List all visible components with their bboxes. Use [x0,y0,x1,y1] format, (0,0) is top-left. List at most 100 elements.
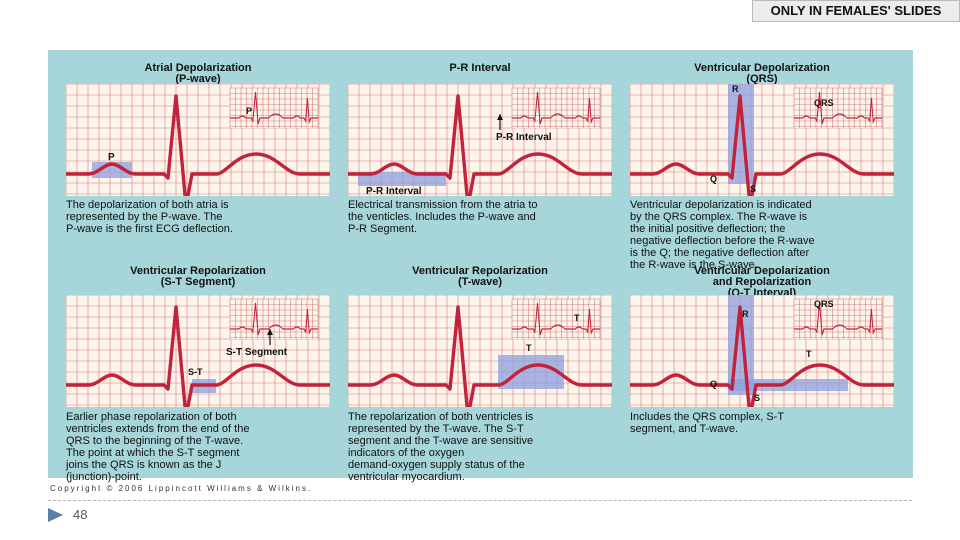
desc-line: segment, and T-wave. [630,423,739,435]
desc-line: the venticles. Includes the P-wave and [348,211,536,223]
segment-label-st: S-T [188,367,203,377]
panel-title: Ventricular Depolarization [694,265,830,277]
desc-line: represented by the P-wave. The [66,211,223,223]
highlight-box [728,379,848,391]
desc-line: Electrical transmission from the atria t… [348,199,538,211]
ecg-trace [66,305,330,407]
desc-line: QRS to the beginning of the T-wave. [66,435,244,447]
desc-line: P-wave is the first ECG deflection. [66,223,233,235]
desc-line: demand-oxygen supply status of the [348,459,525,471]
desc-line: Ventricular depolarization is indicated [630,199,812,211]
panel-subtitle: (T-wave) [457,276,502,288]
panel-description: Ventricular depolarization is indicated … [630,199,896,271]
panel-description: Electrical transmission from the atria t… [348,199,614,235]
panel-title: Ventricular Repolarization [130,265,266,277]
inset-grid-lines [511,298,601,339]
inset-trace [230,91,318,125]
ecg-strip: TT [348,295,612,407]
panel-title: Atrial Depolarization [144,62,252,74]
desc-line: Includes the QRS complex, S-T [630,411,785,423]
inset-label-qrs: QRS [814,299,834,309]
desc-line: Earlier phase repolarization of both [66,411,237,423]
inset-ecg [511,87,601,128]
inset-label-p: P [246,106,252,116]
inset-grid-lines [793,87,883,128]
wave-label-t: T [526,343,532,353]
desc-line: indicators of the oxygen [348,447,465,459]
desc-line: joins the QRS is known as the J [66,459,222,471]
desc-line: represented by the T-wave. The S-T [348,423,524,435]
desc-line: P-R Segment. [348,223,418,235]
wave-label-p: P [108,152,115,163]
inset-trace [512,302,600,336]
ecg-trace [66,94,330,196]
page-number: 48 [73,507,88,522]
ecg-trace [630,94,894,196]
desc-line: ventricles extends from the end of the [66,423,250,435]
wave-label-r: R [742,309,749,319]
panel-title: P-R Interval [449,62,511,74]
st-arrow-head [267,329,273,335]
panel-title: Ventricular Depolarization [694,62,830,74]
slide-bullet-icon [48,508,63,522]
desc-line: segment and the T-wave are sensitive [348,435,534,447]
inset-ecg [229,87,319,128]
panel-description: Earlier phase repolarization of both ven… [66,411,332,483]
inset-ecg [511,298,601,339]
inset-trace [230,302,318,336]
ecg-trace [348,94,612,196]
strip-grid-lines [630,295,894,407]
inset-label-qrs: QRS [814,98,834,108]
ecg-strip: S-T Segment S-T [66,295,330,407]
desc-line: The point at which the S-T segment [66,447,240,459]
inset-label-pr: P-R Interval [496,132,552,143]
strip-grid-lines [348,295,612,407]
desc-line: ventricular myocardium. [348,471,465,483]
wave-label-q: Q [710,174,717,184]
inset-trace [794,302,882,336]
inset-label-t: T [574,313,580,323]
panel-subtitle: (QRS) [746,73,778,85]
wave-label-q: Q [710,379,717,389]
panel-description: The repolarization of both ventricles is… [348,411,614,483]
strip-grid-lines [630,84,894,196]
desc-line: is the Q; the negative deflection after [630,247,810,259]
pr-arrow-head [497,114,503,120]
wave-label-t: T [806,349,812,359]
ecg-strip: QRS R T Q S [630,295,894,407]
wave-label-s: S [754,393,760,403]
inset-ecg [793,298,883,339]
inset-trace [512,91,600,125]
panel-description: The depolarization of both atria is repr… [66,199,332,235]
desc-line: negative deflection before the R-wave [630,235,815,247]
inset-trace [794,91,882,125]
desc-line: by the QRS complex. The R-wave is [630,211,808,223]
interval-label-pr: P-R Interval [366,186,422,196]
inset-label-st: S-T Segment [226,347,288,358]
ecg-trace [348,305,612,407]
strip-grid-lines [348,84,612,196]
inset-grid-lines [229,298,319,339]
panel-subtitle: and Repolarization [712,276,812,288]
inset-grid-lines [511,87,601,128]
strip-grid-lines [66,295,330,407]
wave-label-s: S [750,184,756,194]
inset-grid-lines [229,87,319,128]
desc-line: the R-wave is the S-wave. [630,259,758,271]
inset-ecg [229,298,319,339]
desc-line: the initial positive deflection; the [630,223,786,235]
ecg-strip: QRS R Q S [630,84,894,196]
inset-grid-lines [793,298,883,339]
ecg-strip: PP [66,84,330,196]
highlight-box [92,162,132,178]
panel-title: Ventricular Repolarization [412,265,548,277]
copyright-notice: Copyright © 2006 Lippincott Williams & W… [50,484,313,493]
desc-line: The depolarization of both atria is [66,199,229,211]
desc-line: (junction)-point. [66,471,142,483]
ecg-strip: P-R Interval P-R Interval [348,84,612,196]
panel-subtitle: (P-wave) [175,73,221,85]
wave-label-r: R [732,84,739,94]
desc-line: The repolarization of both ventricles is [348,411,534,423]
inset-ecg [793,87,883,128]
